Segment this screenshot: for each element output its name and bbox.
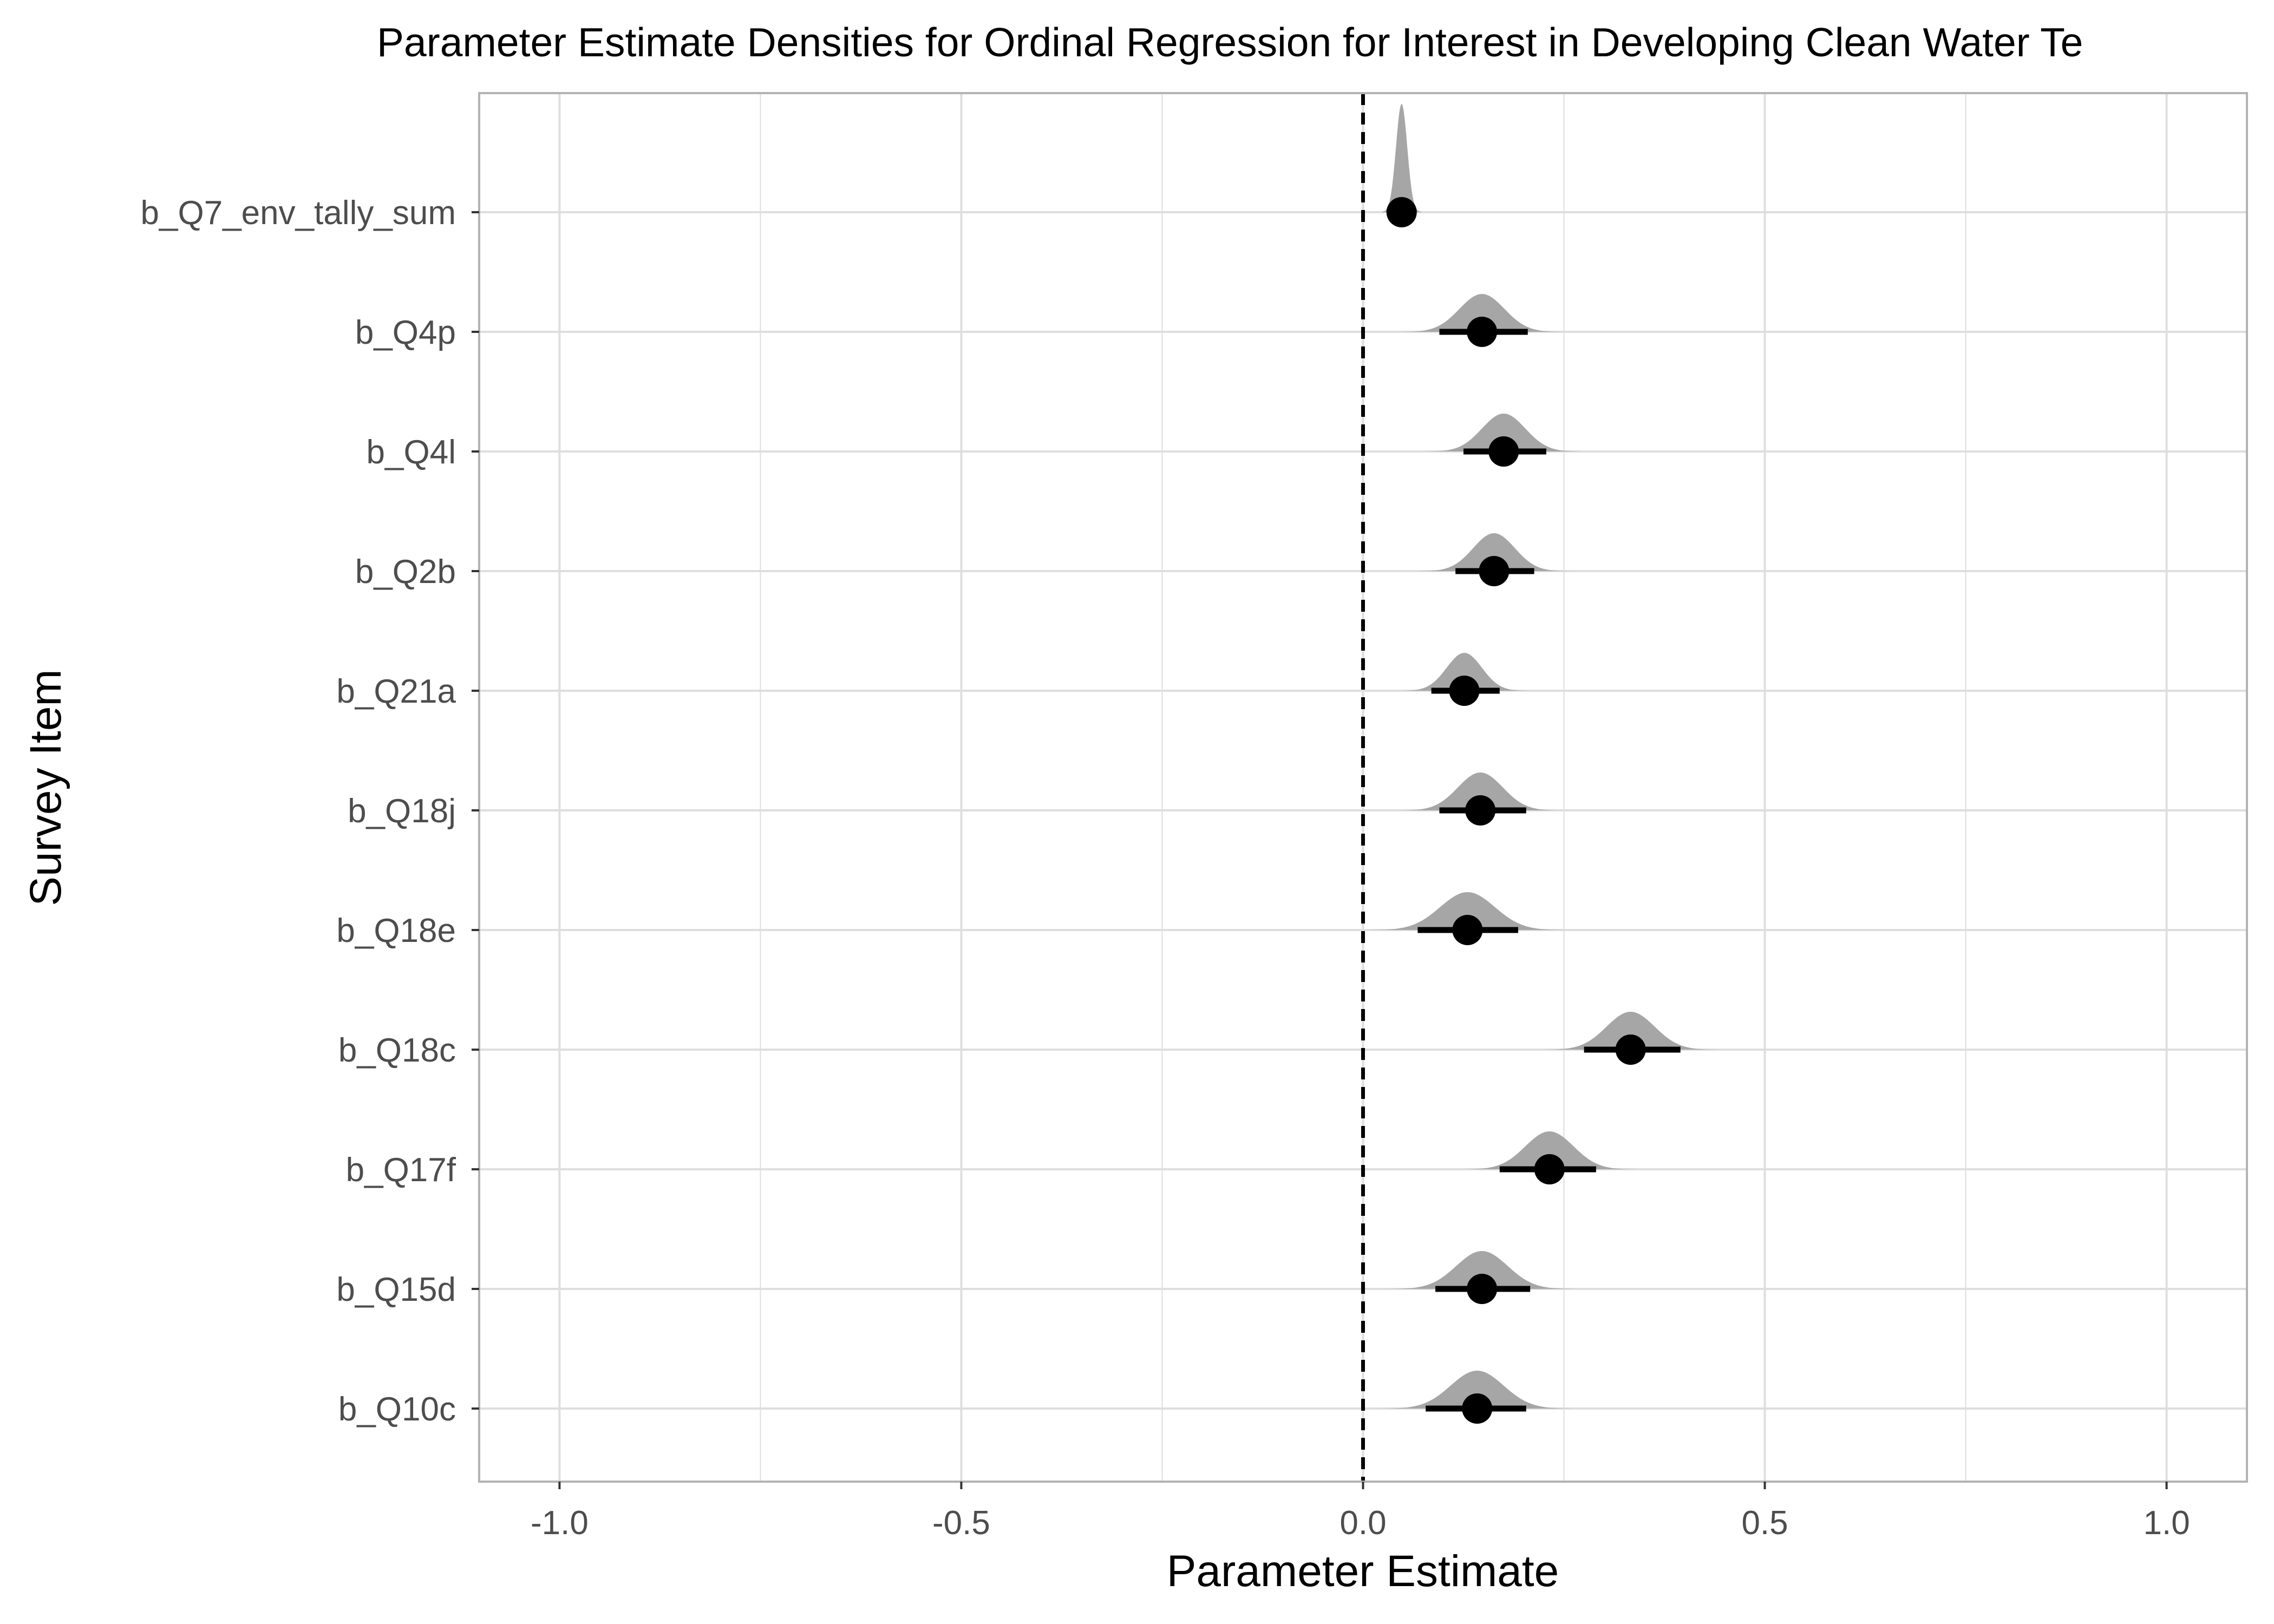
point-b_Q18e: [1452, 915, 1483, 945]
y-tick-label: b_Q4l: [367, 434, 456, 471]
y-tick-label: b_Q21a: [336, 673, 456, 710]
density-layer: [1369, 104, 1717, 1409]
density-b_Q18j: [1399, 772, 1561, 810]
point-b_Q10c: [1462, 1393, 1493, 1424]
point-b_Q2b: [1479, 556, 1510, 586]
density-b_Q4p: [1401, 294, 1563, 332]
x-tick-label: 0.0: [1339, 1504, 1386, 1542]
density-b_Q21a: [1401, 653, 1528, 691]
density-b_Q10c: [1381, 1371, 1573, 1409]
y-tick-label: b_Q18c: [338, 1032, 456, 1069]
density-b_Q18e: [1369, 892, 1566, 930]
density-b_Q7_env_tally_sum: [1381, 104, 1422, 212]
density-b_Q15d: [1389, 1251, 1575, 1289]
y-tick-label: b_Q18j: [348, 793, 456, 830]
y-tick-label: b_Q18e: [336, 912, 456, 949]
y-tick-label: b_Q15d: [336, 1271, 456, 1308]
y-tick-label: b_Q7_env_tally_sum: [141, 194, 456, 232]
y-axis-title: Survey Item: [21, 669, 70, 906]
point-b_Q15d: [1467, 1274, 1498, 1304]
x-tick-label: 1.0: [2143, 1504, 2190, 1542]
x-axis-title: Parameter Estimate: [1167, 1547, 1559, 1596]
point-b_Q7_env_tally_sum: [1386, 197, 1417, 227]
point-b_Q4p: [1467, 317, 1498, 347]
y-tick-label: b_Q4p: [355, 314, 456, 351]
y-tick-layer: b_Q7_env_tally_sum b_Q4p b_Q4l b_Q2b b_Q21ab…: [141, 194, 479, 1428]
y-tick-label: b_Q10c: [338, 1391, 456, 1428]
point-b_Q18j: [1465, 795, 1496, 826]
point-b_Q18c: [1615, 1034, 1646, 1065]
point-b_Q4l: [1488, 436, 1519, 467]
y-tick-label: b_Q2b: [355, 553, 456, 591]
x-tick-layer: -1.0 -0.5 0.0 0.5 1.0: [531, 1482, 2190, 1542]
x-tick-label: 0.5: [1741, 1504, 1788, 1542]
density-b_Q2b: [1419, 533, 1570, 571]
y-tick-label: b_Q17f: [346, 1151, 456, 1189]
x-tick-label: -1.0: [531, 1504, 589, 1542]
point-b_Q21a: [1449, 676, 1480, 706]
x-tick-label: -0.5: [932, 1504, 990, 1542]
density-b_Q18c: [1544, 1012, 1717, 1050]
point-b_Q17f: [1534, 1154, 1565, 1184]
density-b_Q4l: [1426, 414, 1582, 451]
chart-title: Parameter Estimate Densities for Ordinal…: [377, 19, 2083, 65]
interval-layer: [1386, 197, 1681, 1424]
density-b_Q17f: [1462, 1131, 1637, 1169]
